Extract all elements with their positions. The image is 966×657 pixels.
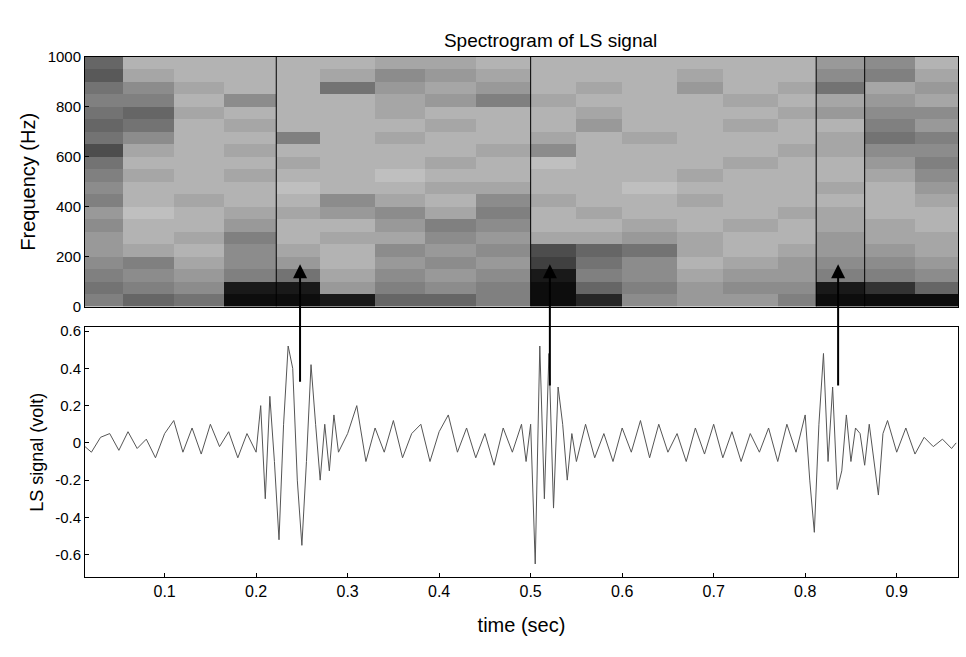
svg-text:0.7: 0.7 bbox=[703, 583, 725, 600]
svg-text:Spectrogram of LS signal: Spectrogram of LS signal bbox=[444, 30, 657, 51]
svg-text:-0.4: -0.4 bbox=[55, 509, 81, 526]
svg-text:0.6: 0.6 bbox=[60, 322, 81, 339]
svg-text:0.8: 0.8 bbox=[794, 583, 816, 600]
svg-text:0.4: 0.4 bbox=[60, 360, 81, 377]
svg-text:0.9: 0.9 bbox=[886, 583, 908, 600]
svg-text:200: 200 bbox=[56, 248, 81, 265]
svg-text:0.1: 0.1 bbox=[153, 583, 175, 600]
svg-text:0.6: 0.6 bbox=[611, 583, 633, 600]
svg-text:600: 600 bbox=[56, 148, 81, 165]
svg-text:-0.2: -0.2 bbox=[55, 471, 81, 488]
svg-text:-0.6: -0.6 bbox=[55, 546, 81, 563]
svg-text:0.2: 0.2 bbox=[245, 583, 267, 600]
svg-text:0.2: 0.2 bbox=[60, 397, 81, 414]
svg-text:Frequency (Hz): Frequency (Hz) bbox=[17, 113, 39, 251]
svg-text:400: 400 bbox=[56, 198, 81, 215]
svg-text:0.5: 0.5 bbox=[520, 583, 542, 600]
svg-text:800: 800 bbox=[56, 98, 81, 115]
svg-text:LS signal (volt): LS signal (volt) bbox=[27, 393, 47, 512]
svg-text:1000: 1000 bbox=[48, 48, 81, 65]
svg-text:0: 0 bbox=[73, 434, 81, 451]
svg-text:0: 0 bbox=[73, 298, 81, 315]
svg-text:time (sec): time (sec) bbox=[478, 614, 566, 636]
svg-text:0.4: 0.4 bbox=[428, 583, 450, 600]
svg-text:0.3: 0.3 bbox=[337, 583, 359, 600]
